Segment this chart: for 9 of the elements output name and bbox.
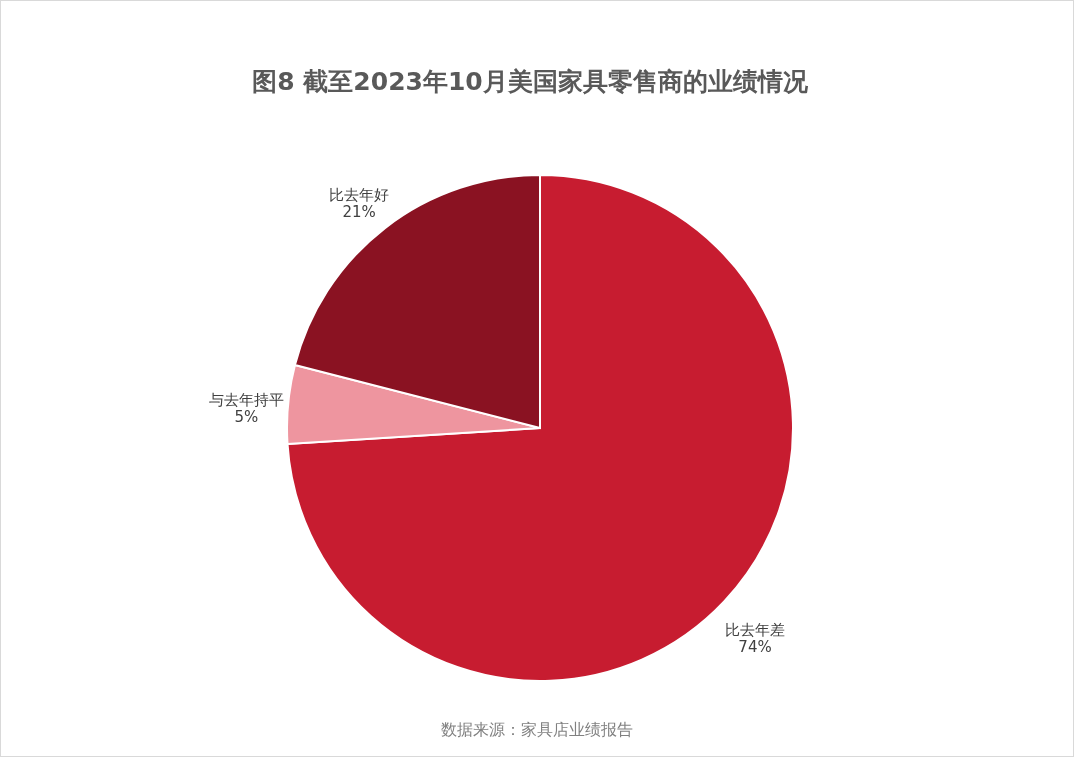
slice-label: 比去年好 (329, 185, 390, 204)
chart-title: 图8 截至2023年10月美国家具零售商的业绩情况 (252, 67, 809, 96)
source-note: 数据来源：家具店业绩报告 (441, 720, 633, 739)
slice-label: 比去年差 (725, 620, 786, 639)
data-label: 21% (342, 202, 376, 221)
pie-slice (286, 174, 794, 682)
slice-label: 与去年持平 (208, 391, 284, 410)
data-label: 5% (234, 408, 259, 427)
data-label: 74% (738, 637, 772, 656)
